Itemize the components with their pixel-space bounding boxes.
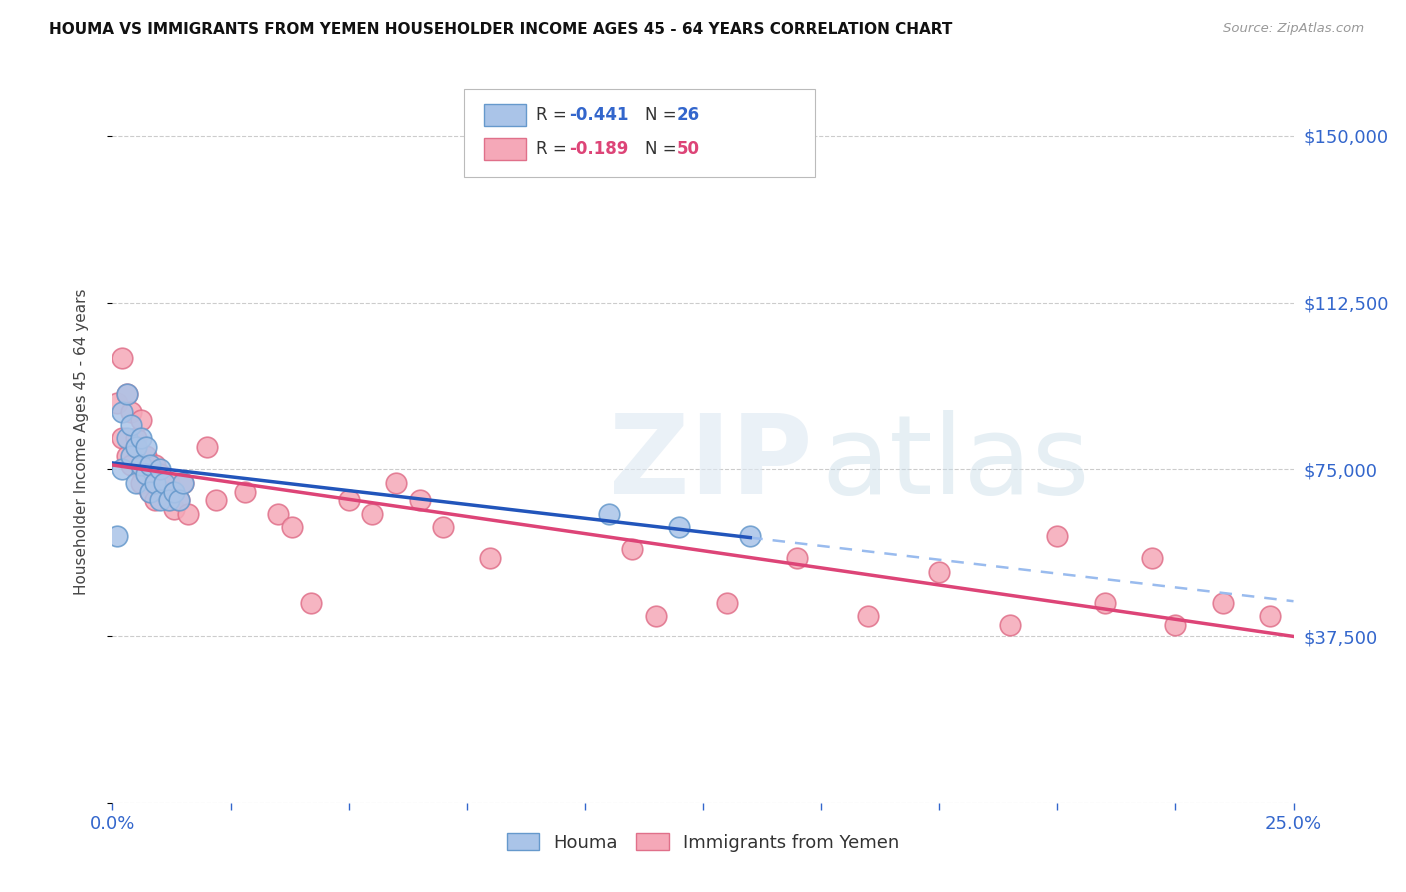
Point bbox=[115, 431, 138, 445]
Text: N =: N = bbox=[645, 140, 682, 158]
Text: -0.441: -0.441 bbox=[569, 106, 628, 124]
Point bbox=[361, 507, 384, 521]
Point bbox=[139, 484, 162, 499]
Point bbox=[153, 475, 176, 490]
Point bbox=[157, 475, 180, 490]
Point bbox=[167, 493, 190, 508]
Point bbox=[928, 565, 950, 579]
Point bbox=[149, 493, 172, 508]
Point bbox=[1046, 529, 1069, 543]
Point bbox=[111, 462, 134, 476]
Text: -0.189: -0.189 bbox=[569, 140, 628, 158]
Point bbox=[120, 404, 142, 418]
Text: R =: R = bbox=[536, 140, 572, 158]
Point bbox=[716, 596, 738, 610]
Point bbox=[858, 609, 880, 624]
Point bbox=[408, 493, 430, 508]
Point bbox=[135, 467, 157, 481]
Point bbox=[1164, 618, 1187, 632]
Point bbox=[149, 462, 172, 476]
Point bbox=[135, 449, 157, 463]
Point bbox=[135, 467, 157, 481]
Point bbox=[1140, 551, 1163, 566]
Point bbox=[157, 493, 180, 508]
Point bbox=[125, 440, 148, 454]
Point bbox=[163, 484, 186, 499]
Text: 50: 50 bbox=[676, 140, 699, 158]
Point bbox=[337, 493, 360, 508]
Point bbox=[1212, 596, 1234, 610]
Point bbox=[139, 484, 162, 499]
Point bbox=[233, 484, 256, 499]
Point bbox=[120, 458, 142, 472]
Point bbox=[143, 458, 166, 472]
Point bbox=[172, 475, 194, 490]
Point bbox=[153, 484, 176, 499]
Point bbox=[621, 542, 644, 557]
Point bbox=[139, 458, 162, 472]
Point bbox=[167, 493, 190, 508]
Point bbox=[740, 529, 762, 543]
Point bbox=[111, 431, 134, 445]
Text: atlas: atlas bbox=[821, 409, 1090, 516]
Point bbox=[115, 386, 138, 401]
Point bbox=[163, 484, 186, 499]
Point bbox=[786, 551, 808, 566]
Point bbox=[157, 493, 180, 508]
Point bbox=[135, 440, 157, 454]
Point bbox=[120, 449, 142, 463]
Point bbox=[163, 502, 186, 516]
Legend: Houma, Immigrants from Yemen: Houma, Immigrants from Yemen bbox=[499, 826, 907, 859]
Point bbox=[998, 618, 1021, 632]
Point bbox=[299, 596, 322, 610]
Point bbox=[120, 417, 142, 432]
Point bbox=[115, 449, 138, 463]
Point bbox=[177, 507, 200, 521]
Point bbox=[129, 431, 152, 445]
Point bbox=[125, 431, 148, 445]
Point bbox=[149, 467, 172, 481]
Point bbox=[143, 475, 166, 490]
Y-axis label: Householder Income Ages 45 - 64 years: Householder Income Ages 45 - 64 years bbox=[75, 288, 89, 595]
Text: R =: R = bbox=[536, 106, 572, 124]
Point bbox=[1094, 596, 1116, 610]
Point bbox=[195, 440, 218, 454]
Point bbox=[111, 351, 134, 366]
Point bbox=[125, 475, 148, 490]
Point bbox=[479, 551, 502, 566]
Point bbox=[143, 493, 166, 508]
Point bbox=[1258, 609, 1281, 624]
Point bbox=[267, 507, 290, 521]
Point bbox=[105, 529, 128, 543]
Point bbox=[598, 507, 620, 521]
Point bbox=[111, 404, 134, 418]
Point bbox=[205, 493, 228, 508]
Point bbox=[432, 520, 454, 534]
Text: N =: N = bbox=[645, 106, 682, 124]
Text: 26: 26 bbox=[676, 106, 699, 124]
Point bbox=[125, 440, 148, 454]
Point bbox=[105, 395, 128, 409]
Point bbox=[129, 413, 152, 427]
Text: Source: ZipAtlas.com: Source: ZipAtlas.com bbox=[1223, 22, 1364, 36]
Point bbox=[668, 520, 690, 534]
Point bbox=[644, 609, 666, 624]
Point bbox=[281, 520, 304, 534]
Point bbox=[385, 475, 408, 490]
Point bbox=[115, 386, 138, 401]
Point bbox=[172, 475, 194, 490]
Point bbox=[129, 475, 152, 490]
Text: HOUMA VS IMMIGRANTS FROM YEMEN HOUSEHOLDER INCOME AGES 45 - 64 YEARS CORRELATION: HOUMA VS IMMIGRANTS FROM YEMEN HOUSEHOLD… bbox=[49, 22, 953, 37]
Point bbox=[129, 458, 152, 472]
Text: ZIP: ZIP bbox=[609, 409, 811, 516]
